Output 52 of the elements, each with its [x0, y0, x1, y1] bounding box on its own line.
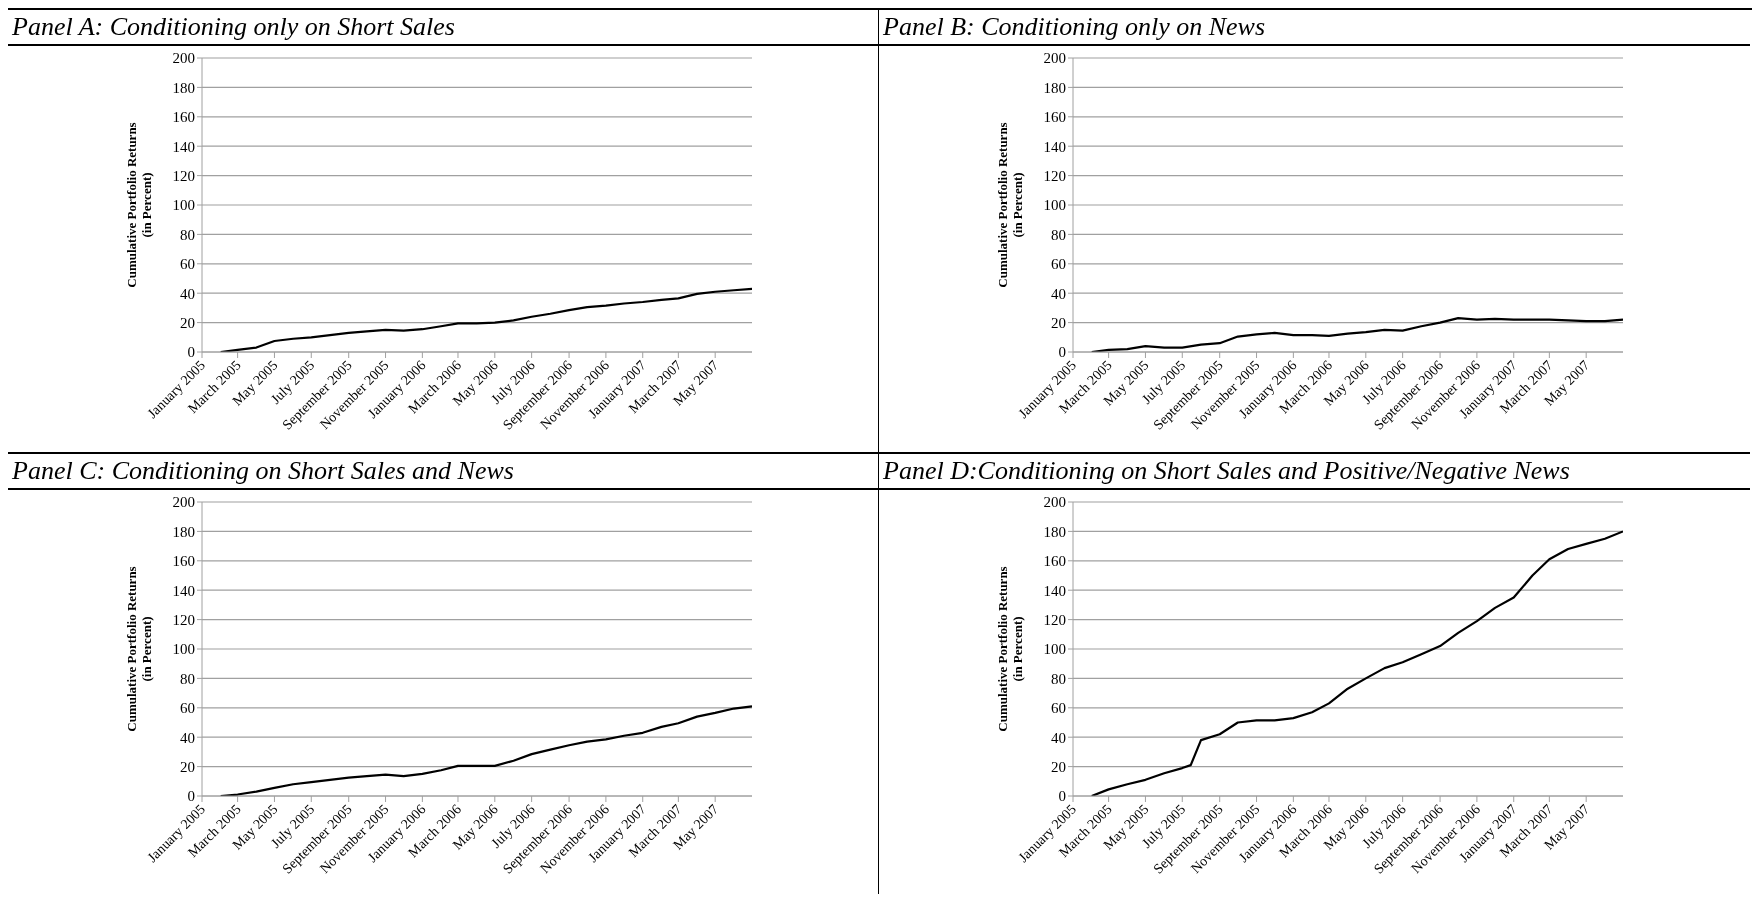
y-tick-label: 140 [1043, 138, 1066, 155]
y-tick-label: 40 [180, 729, 195, 746]
y-tick-label: 120 [1043, 611, 1066, 628]
y-tick-label: 160 [172, 109, 195, 126]
y-tick-label: 180 [172, 79, 195, 96]
y-tick-label: 200 [1043, 494, 1066, 511]
y-axis-title: Cumulative Portfolio Returns (in Percent) [124, 122, 154, 288]
y-tick-label: 40 [1051, 729, 1066, 746]
y-tick-label: 80 [180, 226, 195, 243]
y-tick-label: 120 [172, 611, 195, 628]
y-tick-label: 160 [1043, 109, 1066, 126]
y-axis-title: Cumulative Portfolio Returns (in Percent) [995, 122, 1025, 288]
y-tick-label: 100 [1043, 641, 1066, 658]
y-tick-label: 200 [172, 494, 195, 511]
y-tick-label: 20 [180, 758, 195, 775]
y-tick-label: 0 [187, 344, 195, 361]
y-tick-label: 160 [1043, 553, 1066, 570]
y-tick-label: 180 [172, 523, 195, 540]
y-tick-label: 60 [180, 256, 195, 273]
chart-title: Panel C: Conditioning on Short Sales and News [8, 452, 878, 490]
y-tick-label: 120 [172, 167, 195, 184]
y-tick-label: 40 [180, 285, 195, 302]
y-tick-label: 160 [172, 553, 195, 570]
y-tick-label: 120 [1043, 167, 1066, 184]
y-tick-label: 20 [180, 314, 195, 331]
y-tick-label: 140 [172, 582, 195, 599]
y-tick-label: 0 [1058, 344, 1066, 361]
y-tick-label: 80 [180, 670, 195, 687]
y-tick-label: 180 [1043, 79, 1066, 96]
y-tick-label: 200 [1043, 50, 1066, 67]
y-tick-label: 60 [1051, 700, 1066, 717]
y-tick-label: 40 [1051, 285, 1066, 302]
y-tick-label: 60 [180, 700, 195, 717]
y-axis-title: Cumulative Portfolio Returns (in Percent) [124, 566, 154, 732]
y-tick-label: 100 [172, 641, 195, 658]
y-tick-label: 20 [1051, 758, 1066, 775]
y-axis-title: Cumulative Portfolio Returns (in Percent) [995, 566, 1025, 732]
y-tick-label: 0 [187, 788, 195, 805]
chart-title: Panel D:Conditioning on Short Sales and Positive/Negative News [879, 452, 1750, 490]
y-tick-label: 140 [172, 138, 195, 155]
y-tick-label: 100 [1043, 197, 1066, 214]
y-tick-label: 20 [1051, 314, 1066, 331]
chart-title: Panel B: Conditioning only on News [879, 10, 1750, 46]
y-tick-label: 200 [172, 50, 195, 67]
y-tick-label: 80 [1051, 226, 1066, 243]
chart-title: Panel A: Conditioning only on Short Sales [8, 10, 878, 46]
y-tick-label: 80 [1051, 670, 1066, 687]
y-tick-label: 0 [1058, 788, 1066, 805]
y-tick-label: 100 [172, 197, 195, 214]
y-tick-label: 140 [1043, 582, 1066, 599]
y-tick-label: 60 [1051, 256, 1066, 273]
y-tick-label: 180 [1043, 523, 1066, 540]
